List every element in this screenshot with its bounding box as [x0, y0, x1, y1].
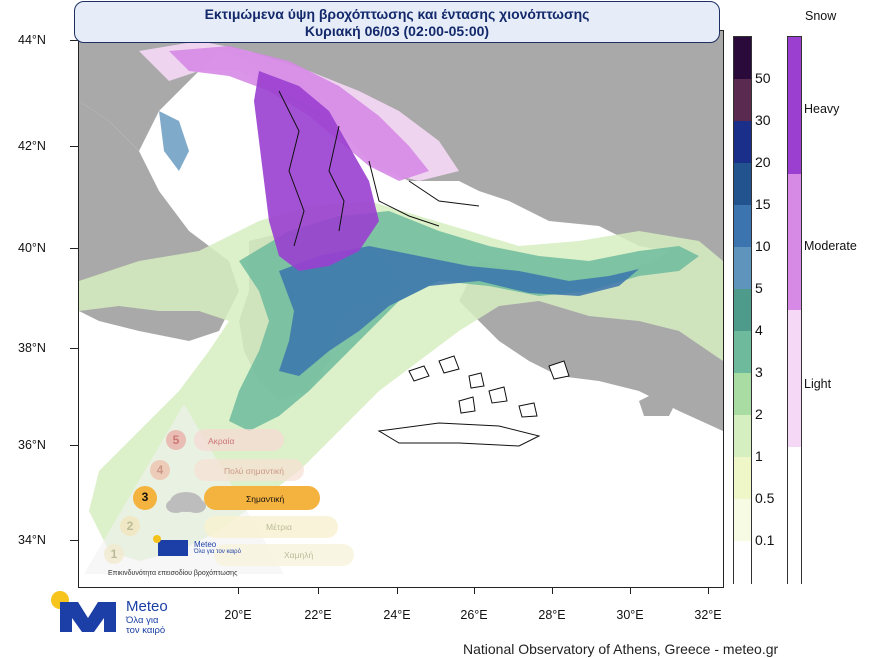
- snow-moderate-area: [169, 46, 429, 181]
- lon-tick-28: [552, 587, 553, 594]
- hazard-level-1-num: 1: [110, 547, 118, 561]
- lon-tick-30: [630, 587, 631, 594]
- hazard-level-1-label: Χαμηλή: [284, 550, 314, 560]
- lat-tick-40: [70, 248, 78, 249]
- lat-tick-42: [70, 146, 78, 147]
- lat-tick-36: [70, 445, 78, 446]
- rain-cloud-icon: [166, 492, 206, 513]
- rain-colorbar-segment: [734, 415, 751, 458]
- snow-heavy-area: [254, 71, 379, 271]
- landmass-cyprus: [639, 391, 679, 416]
- meteo-logo-icon: [51, 591, 116, 632]
- aegean-islands: [377, 355, 570, 447]
- snow-legend-title: Snow: [805, 9, 837, 23]
- rain-colorbar-segment: [734, 121, 751, 164]
- meteo-logo[interactable]: [50, 590, 190, 640]
- lon-tick-24: [397, 587, 398, 594]
- hazard-level-3-label: Σημαντική: [246, 494, 285, 504]
- rain-colorbar-segment: [734, 79, 751, 122]
- rain-colorbar-segment: [734, 499, 751, 542]
- snow-colorbar-segment: [788, 310, 801, 447]
- lon-tick-20: [238, 587, 239, 594]
- mini-meteo-logo: [158, 540, 188, 556]
- lon-label-26: 26°E: [460, 608, 488, 622]
- lon-tick-26: [474, 587, 475, 594]
- rain-colorbar-segment: [734, 331, 751, 374]
- lat-label-44: 44°N: [18, 33, 46, 47]
- lon-tick-22: [318, 587, 319, 594]
- lat-label-36: 36°N: [18, 438, 46, 452]
- hazard-mini-logo-tag: Όλα για τον καιρό: [194, 549, 241, 555]
- rain-colorbar-segment: [734, 373, 751, 416]
- lon-tick-32: [708, 587, 709, 594]
- rain-colorbar-label: 1: [755, 448, 763, 464]
- hazard-level-4-num: 4: [156, 463, 164, 477]
- snow-colorbar: [787, 36, 802, 584]
- map-subtitle: Κυριακή 06/03 (02:00-05:00): [304, 23, 490, 39]
- brand-name: Meteo: [126, 598, 168, 615]
- hazard-level-3-num: 3: [141, 490, 149, 504]
- lat-label-38: 38°N: [18, 341, 46, 355]
- rain-colorbar-segment: [734, 37, 751, 80]
- lon-label-20: 20°E: [224, 608, 252, 622]
- rain-colorbar-segment: [734, 205, 751, 248]
- rain-colorbar-segment: [734, 541, 751, 584]
- hazard-level-5-num: 5: [172, 433, 180, 447]
- rain-colorbar-label: 2: [755, 406, 763, 422]
- rain-colorbar-label: 3: [755, 364, 763, 380]
- lat-tick-34: [70, 540, 78, 541]
- rain-coastal-adriatic: [159, 111, 189, 171]
- snow-colorbar-segment: [788, 173, 801, 311]
- rain-colorbar-label: 5: [755, 280, 763, 296]
- snow-label-heavy: Heavy: [804, 102, 840, 116]
- lat-tick-38: [70, 348, 78, 349]
- hazard-mini-logo-text: Meteo: [194, 540, 217, 549]
- hazard-level-5-label: Ακραία: [208, 436, 235, 446]
- map-title-box: Εκτιμώμενα ύψη βροχόπτωσης και έντασης χ…: [74, 1, 720, 43]
- hazard-level-4-label: Πολύ σημαντική: [224, 466, 285, 476]
- credit-text: National Observatory of Athens, Greece -…: [463, 641, 779, 657]
- brand-tagline-line1: Όλα για: [126, 615, 159, 626]
- rain-colorbar-segment: [734, 163, 751, 206]
- rain-colorbar-segment: [734, 247, 751, 290]
- rain-colorbar-label: 0.1: [755, 532, 775, 548]
- rain-colorbar-label: 20: [755, 154, 771, 170]
- hazard-scale-overlay: 5 Ακραία 4 Πολύ σημαντική 3 Σημαντική 2 …: [84, 404, 354, 580]
- country-borders: [278, 90, 480, 247]
- snow-label-moderate: Moderate: [804, 239, 857, 253]
- lon-label-22: 22°E: [304, 608, 332, 622]
- snow-colorbar-segment: [788, 37, 801, 174]
- hazard-level-2-num: 2: [126, 519, 134, 533]
- lon-label-28: 28°E: [538, 608, 566, 622]
- lat-label-40: 40°N: [18, 241, 46, 255]
- lon-label-32: 32°E: [694, 608, 722, 622]
- rain-colorbar-label: 10: [755, 238, 771, 254]
- lat-label-42: 42°N: [18, 139, 46, 153]
- rain-colorbar-label: 50: [755, 70, 771, 86]
- rain-colorbar: [733, 36, 752, 584]
- lat-tick-44: [70, 40, 78, 41]
- lon-label-24: 24°E: [383, 608, 411, 622]
- hazard-caption: Επικινδυνότητα επεισοδίου βροχόπτωσης: [108, 570, 238, 577]
- hazard-triangle: [84, 404, 354, 574]
- rain-colorbar-label: 15: [755, 196, 771, 212]
- brand-tagline-line2: τον καιρό: [126, 625, 166, 636]
- lon-label-30: 30°E: [616, 608, 644, 622]
- map-title: Εκτιμώμενα ύψη βροχόπτωσης και έντασης χ…: [204, 6, 590, 22]
- rain-colorbar-segment: [734, 457, 751, 500]
- rain-colorbar-label: 30: [755, 112, 771, 128]
- hazard-level-2-label: Μέτρια: [266, 522, 292, 532]
- rain-colorbar-label: 4: [755, 322, 763, 338]
- rain-heavy-band: [279, 246, 639, 376]
- rain-colorbar-label: 0.5: [755, 490, 775, 506]
- brand-tagline: Όλα για τον καιρό: [126, 616, 186, 636]
- rain-colorbar-segment: [734, 289, 751, 332]
- snow-label-light: Light: [804, 377, 832, 391]
- lat-label-34: 34°N: [18, 533, 46, 547]
- snow-colorbar-segment: [788, 446, 801, 584]
